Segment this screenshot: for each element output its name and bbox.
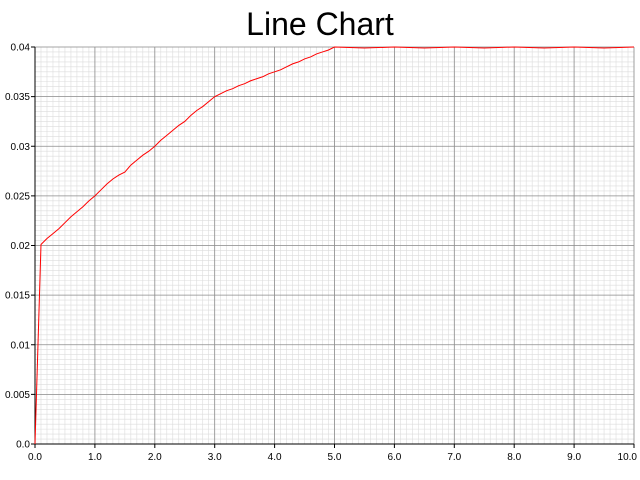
x-tick-label: 3.0 — [208, 452, 222, 463]
x-tick-label: 8.0 — [507, 452, 521, 463]
y-tick-label: 0.01 — [11, 340, 31, 351]
x-tick-label: 7.0 — [447, 452, 461, 463]
y-tick-label: 0.005 — [5, 390, 30, 401]
y-tick-label: 0.035 — [5, 92, 30, 103]
y-tick-label: 0.03 — [11, 142, 31, 153]
y-tick-label: 0.0 — [16, 440, 30, 451]
axes — [31, 47, 634, 448]
x-tick-label: 9.0 — [567, 452, 581, 463]
y-tick-labels: 0.0 0.005 0.01 0.015 0.02 0.025 0.03 0.035 0.04 — [5, 43, 35, 451]
series-line — [34, 46, 635, 445]
y-tick-label: 0.025 — [5, 191, 30, 202]
x-tick-label: 6.0 — [387, 452, 401, 463]
x-tick-label: 4.0 — [268, 452, 282, 463]
chart-title: Line Chart — [246, 6, 394, 42]
y-tick-label: 0.02 — [11, 241, 31, 252]
x-tick-label: 2.0 — [148, 452, 162, 463]
y-tick-label: 0.015 — [5, 291, 30, 302]
x-tick-labels: 0.0 1.0 2.0 3.0 4.0 5.0 6.0 7.0 8.0 9.0 10.0 — [28, 444, 637, 463]
y-tick-label: 0.04 — [11, 43, 31, 54]
x-tick-label: 10.0 — [618, 452, 638, 463]
series-group — [34, 46, 635, 445]
x-tick-label: 1.0 — [88, 452, 102, 463]
x-tick-label: 0.0 — [28, 452, 42, 463]
x-tick-label: 5.0 — [328, 452, 342, 463]
